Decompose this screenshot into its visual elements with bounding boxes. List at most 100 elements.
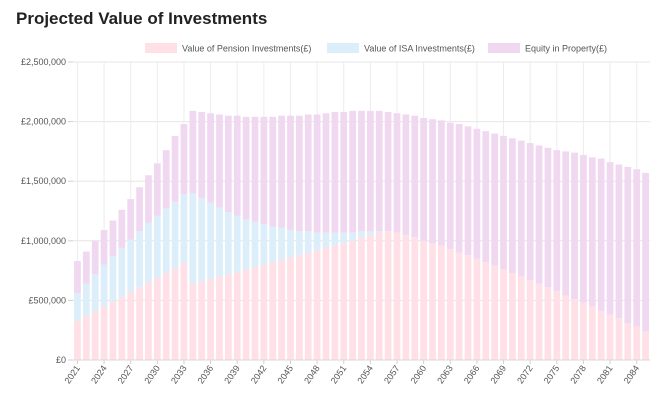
bar-segment-property[interactable] xyxy=(500,135,507,270)
bar-segment-property[interactable] xyxy=(278,115,285,228)
bar-segment-pension[interactable] xyxy=(224,274,232,360)
bar-segment-pension[interactable] xyxy=(287,257,294,360)
bar-segment-property[interactable] xyxy=(367,110,374,232)
bar-segment-pension[interactable] xyxy=(571,299,578,360)
bar-segment-pension[interactable] xyxy=(642,331,649,360)
bar-segment-isa[interactable] xyxy=(287,230,294,258)
bar-segment-pension[interactable] xyxy=(367,234,374,360)
bar-segment-pension[interactable] xyxy=(580,302,587,360)
bar-segment-pension[interactable] xyxy=(393,232,401,360)
bar-segment-property[interactable] xyxy=(393,113,401,233)
bar-segment-pension[interactable] xyxy=(295,255,303,360)
bar-segment-isa[interactable] xyxy=(162,208,170,273)
bar-segment-pension[interactable] xyxy=(171,268,179,360)
bar-segment-isa[interactable] xyxy=(269,226,277,263)
bar-segment-pension[interactable] xyxy=(420,240,428,360)
bar-segment-property[interactable] xyxy=(74,261,81,294)
bar-segment-isa[interactable] xyxy=(349,232,356,241)
bar-segment-pension[interactable] xyxy=(597,311,605,360)
bar-segment-property[interactable] xyxy=(438,120,445,246)
bar-segment-isa[interactable] xyxy=(207,202,214,279)
bar-segment-isa[interactable] xyxy=(100,264,108,307)
bar-segment-pension[interactable] xyxy=(517,276,525,360)
bar-segment-pension[interactable] xyxy=(100,306,108,360)
bar-segment-pension[interactable] xyxy=(349,240,356,360)
bar-segment-pension[interactable] xyxy=(429,243,436,360)
bar-segment-pension[interactable] xyxy=(606,314,614,360)
bar-segment-isa[interactable] xyxy=(153,215,161,278)
bar-segment-pension[interactable] xyxy=(509,272,516,360)
bar-segment-property[interactable] xyxy=(118,209,126,248)
bar-segment-property[interactable] xyxy=(446,122,454,250)
bar-segment-pension[interactable] xyxy=(109,301,117,360)
bar-segment-property[interactable] xyxy=(429,119,436,244)
bar-segment-pension[interactable] xyxy=(526,280,534,360)
bar-segment-property[interactable] xyxy=(287,115,294,231)
legend-swatch[interactable] xyxy=(145,43,177,53)
bar-segment-property[interactable] xyxy=(251,116,259,222)
bar-segment-property[interactable] xyxy=(304,114,312,232)
bar-segment-isa[interactable] xyxy=(242,219,250,270)
bar-segment-property[interactable] xyxy=(402,114,410,235)
bar-segment-property[interactable] xyxy=(358,110,365,232)
bar-segment-pension[interactable] xyxy=(384,231,392,360)
bar-segment-isa[interactable] xyxy=(233,215,241,272)
bar-segment-pension[interactable] xyxy=(180,263,188,360)
bar-segment-isa[interactable] xyxy=(145,222,152,283)
bar-segment-property[interactable] xyxy=(91,240,99,275)
bar-segment-isa[interactable] xyxy=(313,232,321,251)
bar-segment-property[interactable] xyxy=(295,115,303,232)
bar-segment-pension[interactable] xyxy=(588,306,596,360)
bar-segment-isa[interactable] xyxy=(189,193,197,284)
bar-segment-isa[interactable] xyxy=(340,232,348,244)
bar-segment-isa[interactable] xyxy=(358,231,365,238)
bar-segment-property[interactable] xyxy=(562,151,570,296)
bar-segment-pension[interactable] xyxy=(358,237,365,360)
bar-segment-property[interactable] xyxy=(544,147,552,288)
bar-segment-property[interactable] xyxy=(633,169,641,327)
bar-segment-pension[interactable] xyxy=(482,262,490,360)
bar-segment-isa[interactable] xyxy=(118,247,126,297)
bar-segment-pension[interactable] xyxy=(260,264,268,360)
legend-label[interactable]: Value of ISA Investments(£) xyxy=(364,44,475,54)
bar-segment-pension[interactable] xyxy=(438,245,445,360)
bar-segment-property[interactable] xyxy=(420,118,428,241)
bar-segment-property[interactable] xyxy=(517,140,525,277)
bar-segment-property[interactable] xyxy=(597,158,605,312)
legend-label[interactable]: Value of Pension Investments(£) xyxy=(182,44,311,54)
bar-segment-pension[interactable] xyxy=(331,245,339,360)
bar-segment-property[interactable] xyxy=(606,162,614,315)
bar-segment-isa[interactable] xyxy=(304,231,312,253)
bar-segment-pension[interactable] xyxy=(118,296,126,360)
bar-segment-isa[interactable] xyxy=(322,232,330,248)
bar-segment-property[interactable] xyxy=(553,150,561,291)
bar-segment-property[interactable] xyxy=(509,138,516,273)
bar-segment-isa[interactable] xyxy=(278,227,285,260)
bar-segment-property[interactable] xyxy=(136,187,143,232)
bar-segment-pension[interactable] xyxy=(411,237,419,360)
bar-segment-isa[interactable] xyxy=(82,283,90,316)
bar-segment-property[interactable] xyxy=(100,230,108,265)
bar-segment-isa[interactable] xyxy=(136,231,143,288)
bar-segment-pension[interactable] xyxy=(207,278,214,360)
bar-segment-property[interactable] xyxy=(624,166,632,324)
bar-segment-pension[interactable] xyxy=(402,234,410,360)
bar-segment-property[interactable] xyxy=(180,123,188,195)
bar-segment-pension[interactable] xyxy=(145,282,152,360)
bar-segment-property[interactable] xyxy=(207,113,214,203)
bar-segment-pension[interactable] xyxy=(269,262,277,360)
bar-segment-pension[interactable] xyxy=(189,283,197,360)
bar-segment-isa[interactable] xyxy=(260,224,268,265)
bar-segment-isa[interactable] xyxy=(224,212,232,275)
bar-segment-isa[interactable] xyxy=(331,232,339,246)
bar-segment-isa[interactable] xyxy=(127,239,135,293)
bar-segment-isa[interactable] xyxy=(375,231,383,233)
bar-segment-pension[interactable] xyxy=(473,258,481,360)
bar-segment-pension[interactable] xyxy=(500,269,507,360)
bar-segment-pension[interactable] xyxy=(162,272,170,360)
bar-segment-pension[interactable] xyxy=(624,323,632,360)
bar-segment-pension[interactable] xyxy=(375,232,383,360)
bar-segment-property[interactable] xyxy=(331,112,339,233)
bar-segment-property[interactable] xyxy=(535,145,543,284)
bar-segment-property[interactable] xyxy=(109,220,117,257)
